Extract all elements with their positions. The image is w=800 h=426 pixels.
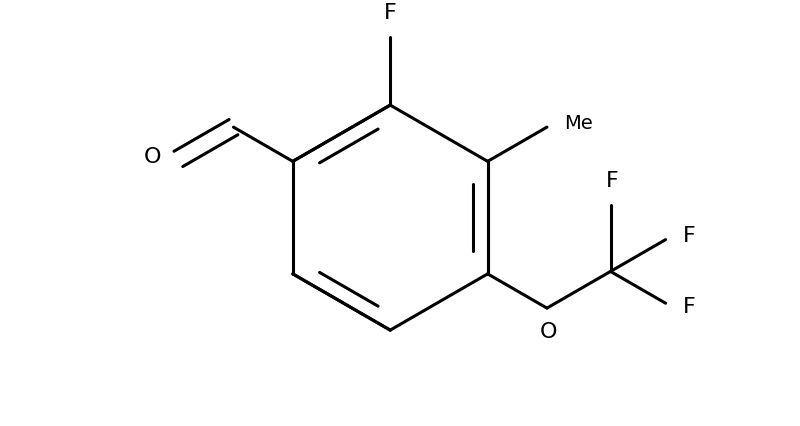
Text: O: O: [143, 147, 161, 167]
Text: F: F: [683, 226, 696, 246]
Text: F: F: [384, 3, 397, 23]
Text: Me: Me: [565, 114, 594, 132]
Text: F: F: [606, 171, 619, 191]
Text: F: F: [683, 297, 696, 317]
Text: O: O: [540, 322, 558, 342]
